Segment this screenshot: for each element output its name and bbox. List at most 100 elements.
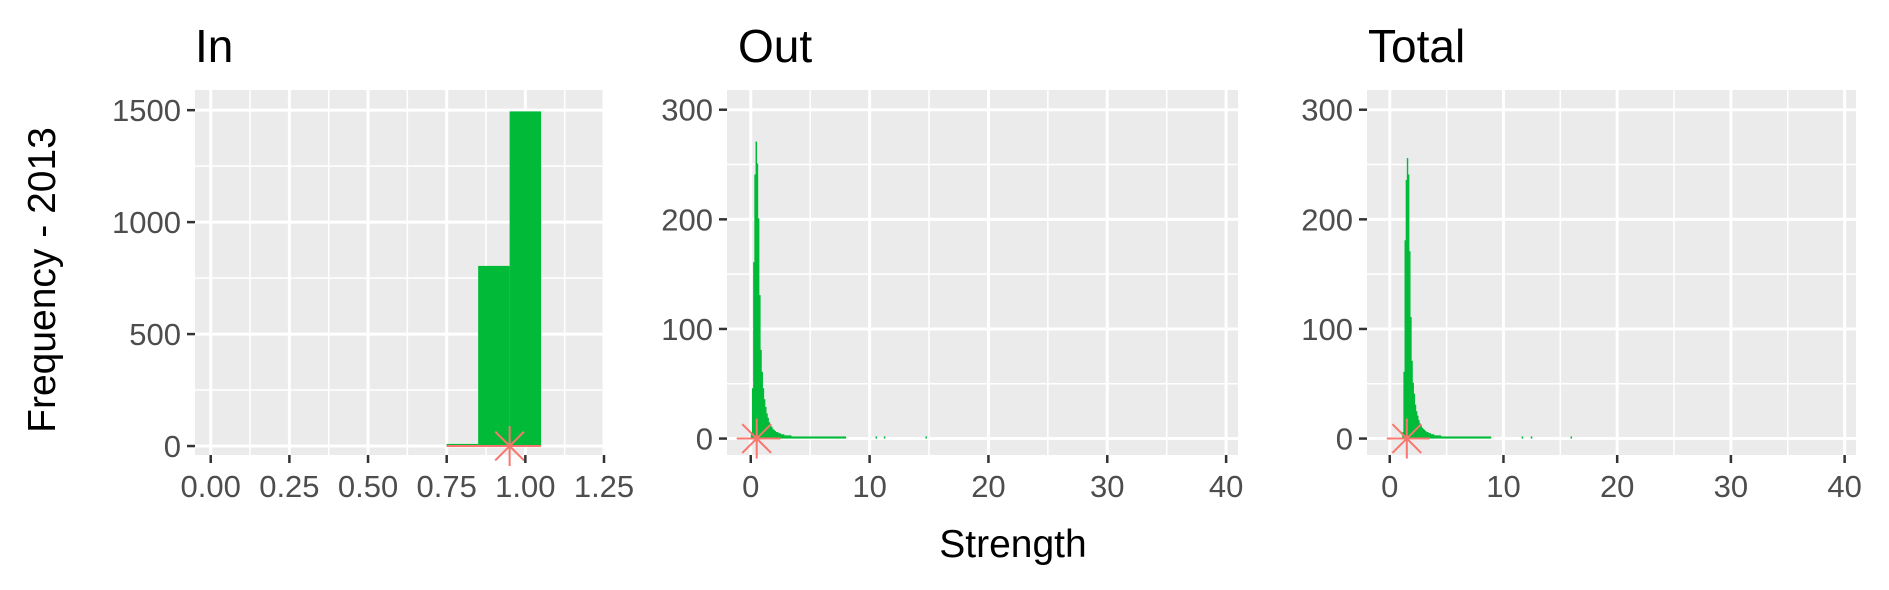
histogram-bar [1464, 436, 1467, 439]
histogram-bar [1404, 240, 1406, 439]
histogram-bar [1438, 435, 1441, 439]
histogram-bar [925, 436, 927, 439]
histogram-bar [1480, 436, 1483, 439]
y-tick-label: 1500 [112, 93, 181, 128]
histogram-bar [1429, 433, 1431, 439]
histogram-bar [751, 388, 754, 439]
histogram-bar [807, 436, 810, 439]
histogram-bar [774, 430, 777, 439]
histogram-bar [818, 436, 820, 439]
histogram-bar [833, 436, 836, 439]
plot-background [727, 90, 1238, 455]
histogram-bar [1415, 411, 1418, 439]
histogram-bar [1521, 436, 1524, 439]
histogram-bar [831, 436, 834, 439]
y-tick-label: 0 [164, 429, 181, 464]
histogram-bar [773, 429, 775, 439]
histogram-bar [1478, 436, 1480, 439]
histogram-bar [883, 436, 886, 439]
bars [1402, 158, 1573, 439]
histogram-bar [1428, 433, 1430, 439]
histogram-bar [792, 436, 794, 439]
histogram-bar [1442, 436, 1444, 439]
x-tick-label: 0.75 [417, 469, 477, 504]
histogram-bar [825, 436, 828, 439]
histogram-bar [1431, 434, 1434, 439]
y-tick-label: 100 [1301, 312, 1353, 347]
histogram-bar [779, 433, 781, 439]
plot-background [1367, 90, 1856, 455]
x-tick-label: 0.00 [181, 469, 241, 504]
y-tick-label: 1000 [112, 205, 181, 240]
histogram-bar [760, 349, 762, 439]
histogram-bar [1420, 425, 1422, 439]
histogram-bar [1446, 436, 1449, 439]
histogram-bar [780, 434, 782, 439]
panel-total: 0 10 20 30 40 0 100 200 300 Total [1301, 20, 1862, 504]
histogram-bar [795, 436, 798, 439]
marker-stroke [741, 423, 772, 454]
x-tick-label: 20 [971, 469, 1005, 504]
histogram-bar [1489, 436, 1492, 439]
histogram-bar [1444, 436, 1446, 439]
x-tick-label: 1.25 [574, 469, 634, 504]
histogram-bar [1427, 432, 1429, 439]
histogram-bar [1422, 428, 1425, 439]
histogram-bar [1479, 436, 1482, 439]
histogram-bar [1419, 423, 1421, 439]
histogram-bar [806, 436, 809, 439]
histogram-bar [778, 433, 780, 439]
histogram-bar [762, 388, 765, 439]
histogram-bar [808, 436, 811, 439]
panel-out: 0 10 20 30 40 0 100 200 300 Out [661, 20, 1243, 504]
histogram-bar [1488, 436, 1491, 439]
histogram-bar [756, 163, 759, 439]
marker-stroke [494, 430, 525, 462]
histogram-bar [817, 436, 819, 439]
histogram-bar [781, 434, 784, 439]
y-axis: 0 500 1000 1500 [112, 93, 195, 464]
histogram-bar [824, 436, 826, 439]
histogram-bar [1468, 436, 1470, 439]
histogram-bar [755, 141, 758, 439]
y-tick-label: 0 [696, 422, 713, 457]
histogram-bar [797, 436, 799, 439]
histogram-bar [1486, 436, 1488, 439]
histogram-bar [1481, 436, 1484, 439]
histogram-bar [776, 432, 779, 439]
panel-in: 0.00 0.25 0.50 0.75 1.00 1.25 0 500 1000 1500 In [112, 20, 634, 504]
histogram-bar [765, 406, 767, 439]
histogram-bar [1406, 158, 1409, 439]
x-axis: 0 10 20 30 40 [1381, 455, 1862, 504]
histogram-bar [1457, 436, 1460, 439]
y-tick-label: 0 [1336, 422, 1353, 457]
histogram-bar [761, 371, 763, 439]
histogram-bar [1443, 436, 1445, 439]
histogram-bar [844, 436, 847, 439]
histogram-bar [1445, 436, 1447, 439]
histogram-bar [835, 436, 837, 439]
histogram-bar [509, 111, 542, 447]
histogram-bar [1484, 436, 1486, 439]
histogram-bar [1570, 436, 1573, 439]
y-tick-label: 200 [1301, 202, 1353, 237]
histogram-bar [785, 435, 787, 439]
histogram-bar [1463, 436, 1466, 439]
histogram-bar [1462, 436, 1464, 439]
histogram-bar [838, 436, 841, 439]
y-axis: 0 100 200 300 [661, 93, 727, 457]
histogram-bar [1412, 382, 1414, 439]
histogram-bar [1470, 436, 1472, 439]
histogram-bar [1469, 436, 1471, 439]
histogram-bar [819, 436, 822, 439]
histogram-bar [1405, 179, 1408, 439]
minor-grid [195, 90, 604, 455]
histogram-bar [830, 436, 832, 439]
marker-stroke [1391, 423, 1422, 454]
x-tick-label: 40 [1209, 469, 1243, 504]
histogram-bar [1436, 435, 1438, 439]
histogram-bar [789, 435, 792, 439]
histogram-bar [810, 436, 812, 439]
